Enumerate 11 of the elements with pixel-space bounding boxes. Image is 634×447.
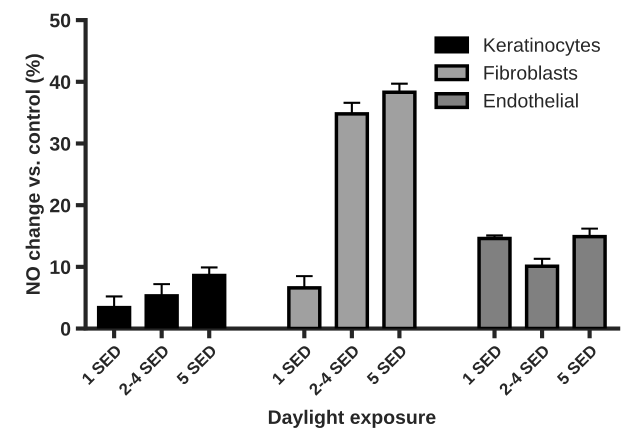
legend-label: Keratinocytes — [484, 38, 600, 56]
y-tick-label: 40 — [50, 75, 70, 90]
legend-label: Fibroblasts — [484, 65, 578, 80]
y-tick-label: 30 — [50, 136, 70, 151]
x-axis-title: Daylight exposure — [268, 410, 436, 428]
y-tick-label: 50 — [50, 14, 70, 28]
y-axis-title: NO change vs. control (%) — [26, 54, 44, 294]
y-tick-label: 20 — [50, 198, 70, 212]
y-tick-label: 10 — [50, 260, 70, 274]
legend-label: Endothelial — [484, 93, 578, 108]
y-tick-label: 0 — [60, 322, 70, 336]
